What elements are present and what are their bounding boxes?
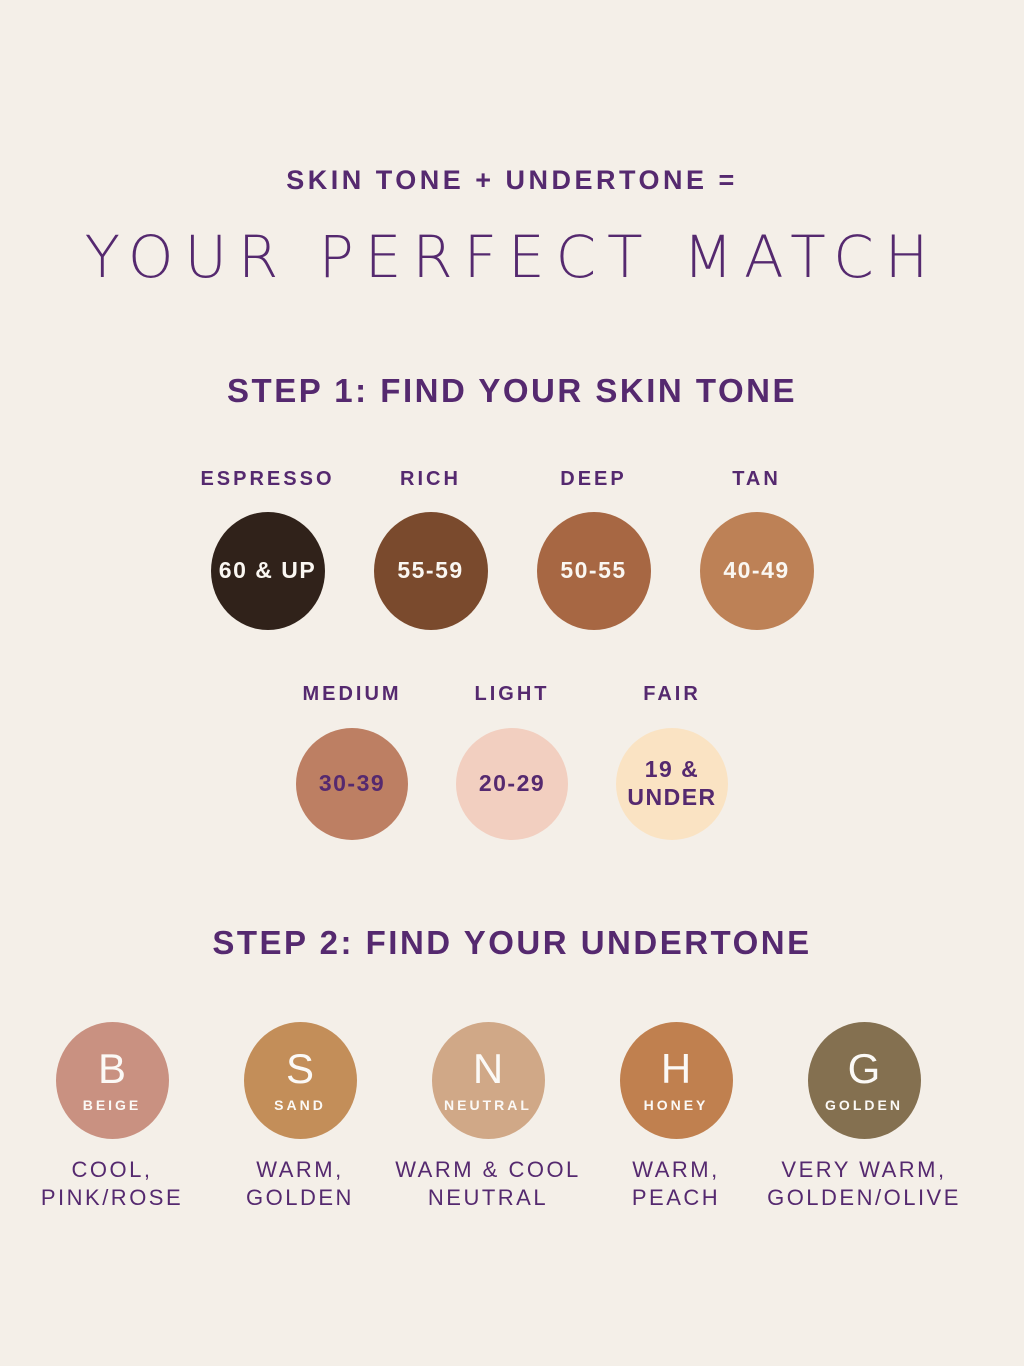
undertone-neutral: N NEUTRAL WARM & COOL NEUTRAL bbox=[394, 1022, 582, 1212]
skin-tone-swatch-light: 20-29 bbox=[456, 728, 568, 840]
skin-tone-swatch-rich: 55-59 bbox=[373, 512, 488, 630]
undertone-name: NEUTRAL bbox=[444, 1097, 532, 1113]
step2-heading: STEP 2: FIND YOUR UNDERTONE bbox=[212, 924, 812, 961]
undertone-description: WARM, PEACH bbox=[631, 1157, 721, 1210]
skin-tone-label: FAIR bbox=[643, 683, 701, 705]
undertone-description: WARM, GOLDEN bbox=[246, 1157, 354, 1210]
skin-tone-age-range: 19 & UNDER bbox=[627, 756, 717, 810]
skin-tone-tan: TAN 40-49 bbox=[675, 469, 838, 630]
skin-tone-age-range: 50-55 bbox=[560, 557, 627, 584]
skin-tone-deep: DEEP 50-55 bbox=[512, 469, 675, 630]
skin-tone-label: DEEP bbox=[560, 468, 627, 490]
undertone-swatch-honey: H HONEY bbox=[619, 1022, 733, 1139]
skin-tone-age-range: 40-49 bbox=[723, 557, 790, 584]
skin-tone-rich: RICH 55-59 bbox=[349, 469, 512, 630]
skin-tone-age-range: 55-59 bbox=[397, 557, 464, 584]
skin-tone-age-range: 30-39 bbox=[318, 770, 386, 797]
undertone-honey: H HONEY WARM, PEACH bbox=[582, 1022, 770, 1212]
skin-tone-label: LIGHT bbox=[474, 683, 550, 705]
skin-tone-label: RICH bbox=[400, 468, 461, 490]
undertone-letter: S bbox=[285, 1045, 314, 1092]
undertone-description: VERY WARM, GOLDEN/OLIVE bbox=[767, 1157, 961, 1210]
skin-tone-fair: FAIR 19 & UNDER bbox=[592, 684, 752, 840]
skin-tone-label: TAN bbox=[732, 468, 781, 490]
undertone-name: HONEY bbox=[643, 1097, 709, 1113]
undertone-sand: S SAND WARM, GOLDEN bbox=[206, 1022, 394, 1212]
page-subtitle: SKIN TONE + UNDERTONE = bbox=[286, 165, 738, 195]
skin-tone-swatch-deep: 50-55 bbox=[536, 512, 651, 630]
undertone-letter: B bbox=[97, 1045, 126, 1092]
skin-tone-row-dark: ESPRESSO 60 & UP RICH 55-59 DEEP 50-55 T… bbox=[0, 469, 1024, 630]
skin-tone-swatch-espresso: 60 & UP bbox=[210, 512, 325, 630]
skin-tone-swatch-fair: 19 & UNDER bbox=[616, 728, 728, 840]
skin-tone-medium: MEDIUM 30-39 bbox=[272, 684, 432, 840]
skin-tone-label: ESPRESSO bbox=[200, 468, 335, 490]
skin-tone-swatch-medium: 30-39 bbox=[296, 728, 408, 840]
undertone-description: COOL, PINK/ROSE bbox=[40, 1157, 184, 1210]
undertone-name: BEIGE bbox=[82, 1097, 142, 1113]
undertone-name: SAND bbox=[274, 1097, 326, 1113]
skin-tone-age-range: 60 & UP bbox=[218, 557, 317, 584]
skin-tone-light: LIGHT 20-29 bbox=[432, 684, 592, 840]
page-title: YOUR PERFECT MATCH bbox=[84, 223, 940, 291]
skin-tone-swatch-tan: 40-49 bbox=[699, 512, 814, 630]
undertone-swatch-beige: B BEIGE bbox=[55, 1022, 169, 1139]
page-content: SKIN TONE + UNDERTONE = YOUR PERFECT MAT… bbox=[0, 165, 1024, 1212]
undertone-beige: B BEIGE COOL, PINK/ROSE bbox=[18, 1022, 206, 1212]
undertone-golden: G GOLDEN VERY WARM, GOLDEN/OLIVE bbox=[767, 1022, 961, 1212]
step1-heading: STEP 1: FIND YOUR SKIN TONE bbox=[227, 372, 797, 409]
skin-tone-row-light: MEDIUM 30-39 LIGHT 20-29 FAIR 19 & UNDER bbox=[0, 684, 1024, 840]
undertone-swatch-golden: G GOLDEN bbox=[807, 1022, 921, 1139]
undertone-row: B BEIGE COOL, PINK/ROSE S SAND WARM, GOL… bbox=[0, 1022, 1000, 1212]
undertone-name: GOLDEN bbox=[825, 1097, 903, 1113]
skin-tone-label: MEDIUM bbox=[302, 683, 402, 705]
skin-tone-espresso: ESPRESSO 60 & UP bbox=[186, 469, 349, 630]
skin-tone-age-range: 20-29 bbox=[478, 770, 546, 797]
undertone-swatch-neutral: N NEUTRAL bbox=[431, 1022, 545, 1139]
undertone-letter: N bbox=[472, 1045, 504, 1092]
undertone-letter: G bbox=[847, 1045, 881, 1092]
undertone-description: WARM & COOL NEUTRAL bbox=[395, 1157, 581, 1210]
undertone-letter: H bbox=[660, 1045, 692, 1092]
undertone-swatch-sand: S SAND bbox=[243, 1022, 357, 1139]
